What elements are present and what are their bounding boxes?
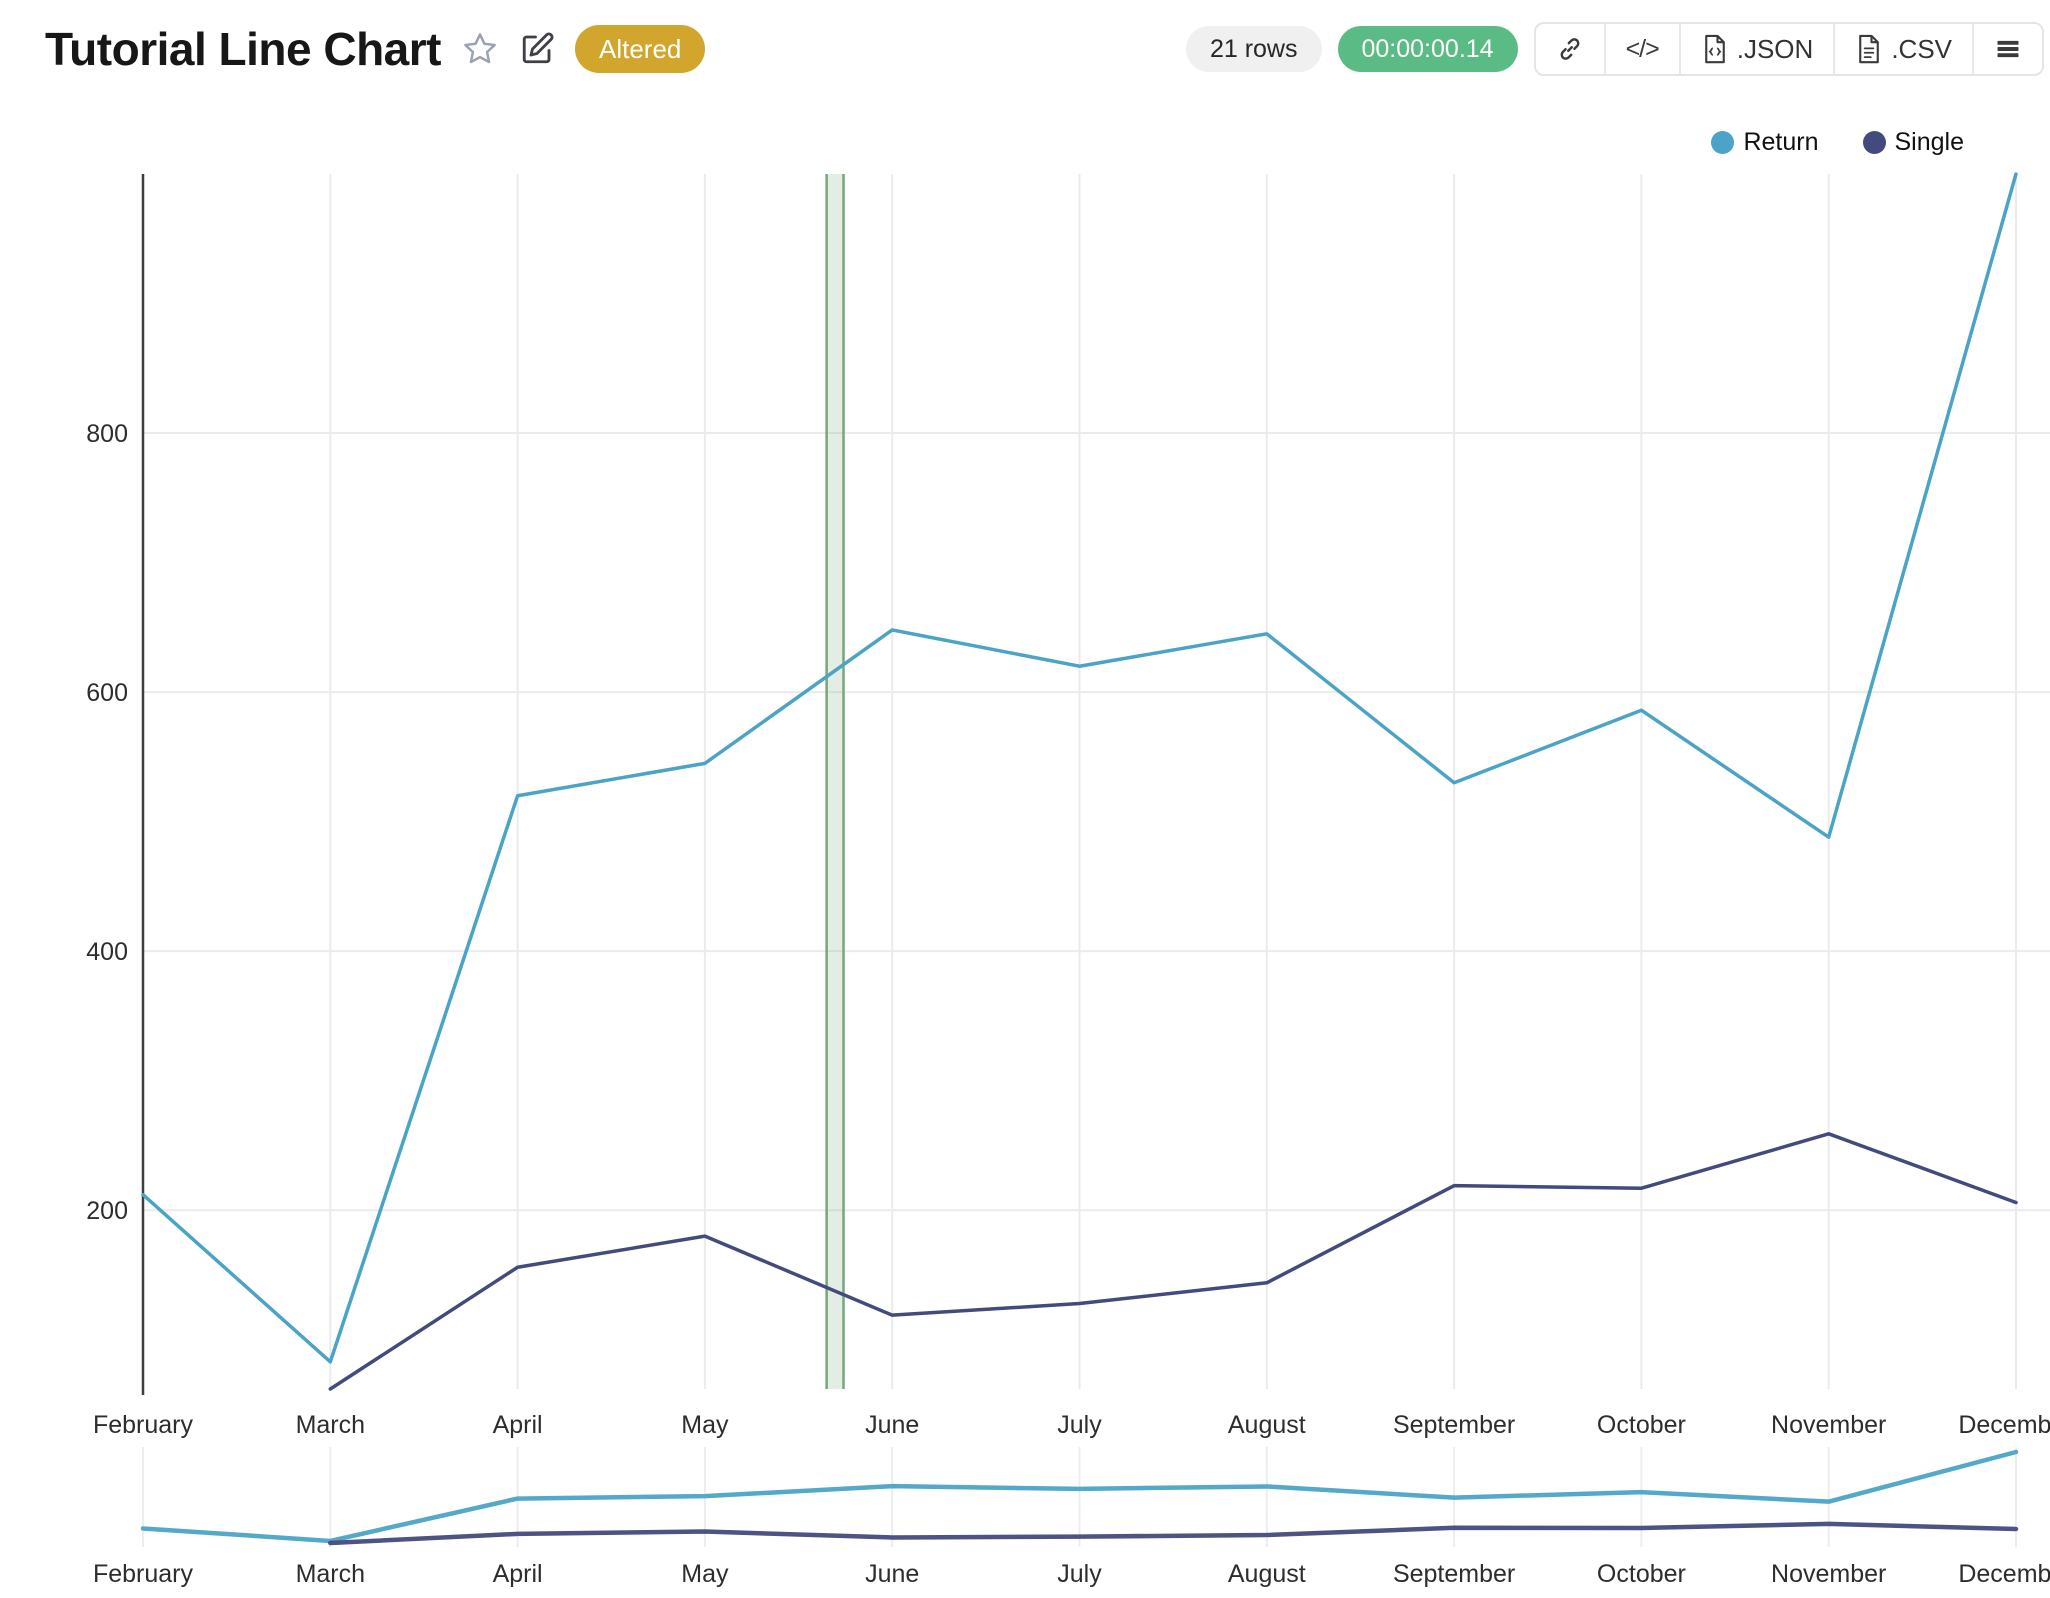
code-icon: </>	[1625, 34, 1660, 63]
mini-x-tick-label: December	[1958, 1560, 2050, 1588]
y-tick-label: 200	[86, 1197, 128, 1225]
hamburger-icon	[1997, 40, 2019, 58]
mini-x-tick-label: June	[865, 1560, 919, 1588]
legend-item-return[interactable]: Return	[1711, 128, 1819, 157]
legend-item-single[interactable]: Single	[1862, 128, 1965, 157]
export-button-group: </> .JSON .CSV	[1533, 22, 2044, 76]
query-time-badge: 00:00:00.14	[1337, 26, 1518, 72]
row-count-badge: 21 rows	[1185, 26, 1322, 72]
menu-button[interactable]	[1974, 24, 2042, 74]
mini-series-return-line	[140, 1449, 2019, 1544]
x-tick-label: December	[1958, 1411, 2050, 1439]
x-tick-label: September	[1393, 1411, 1515, 1439]
header: Tutorial Line Chart Altered	[45, 22, 706, 76]
selection-band[interactable]	[826, 174, 844, 1389]
x-tick-label: May	[681, 1411, 729, 1439]
chart-legend: Return Single	[1711, 128, 1964, 157]
legend-label-return: Return	[1743, 128, 1819, 156]
x-tick-label: October	[1597, 1411, 1686, 1439]
toolbar: 21 rows 00:00:00.14 </> .JSON	[1185, 22, 2044, 76]
json-download-button[interactable]: .JSON	[1680, 24, 1836, 74]
x-tick-label: August	[1228, 1411, 1306, 1439]
edit-icon[interactable]	[519, 31, 555, 67]
mini-x-tick-label: May	[681, 1560, 729, 1588]
y-tick-label: 600	[86, 679, 128, 707]
x-tick-label: April	[493, 1411, 543, 1439]
legend-dot-return	[1711, 131, 1735, 154]
mini-x-tick-label: April	[493, 1560, 543, 1588]
mini-x-tick-label: August	[1228, 1560, 1306, 1588]
mini-x-tick-label: February	[93, 1560, 194, 1588]
json-label: .JSON	[1736, 33, 1814, 64]
x-tick-label: March	[296, 1411, 365, 1439]
x-tick-label: February	[93, 1411, 194, 1439]
series-return-line	[141, 172, 2018, 1364]
y-tick-label: 800	[86, 420, 128, 448]
x-tick-label: June	[865, 1411, 919, 1439]
mini-x-tick-label: September	[1393, 1560, 1515, 1588]
json-file-icon	[1704, 34, 1725, 64]
mini-x-tick-label: July	[1057, 1560, 1102, 1588]
code-button[interactable]: </>	[1605, 24, 1681, 74]
status-badge: Altered	[575, 25, 706, 73]
mini-x-tick-label: November	[1771, 1560, 1886, 1588]
link-button[interactable]	[1535, 24, 1606, 74]
page-title: Tutorial Line Chart	[45, 23, 442, 75]
mini-x-tick-label: October	[1597, 1560, 1686, 1588]
y-tick-label: 400	[86, 938, 128, 966]
x-tick-label: November	[1771, 1411, 1886, 1439]
x-tick-label: July	[1057, 1411, 1102, 1439]
legend-label-single: Single	[1894, 128, 1965, 156]
mini-x-tick-label: March	[296, 1560, 365, 1588]
mini-series-single-line	[328, 1521, 2019, 1546]
csv-file-icon	[1859, 34, 1880, 64]
link-icon	[1560, 38, 1580, 60]
csv-label: .CSV	[1891, 33, 1952, 64]
csv-download-button[interactable]: .CSV	[1835, 24, 1974, 74]
legend-dot-single	[1862, 131, 1886, 154]
series-single-line	[328, 1132, 2018, 1391]
star-icon[interactable]	[461, 30, 499, 68]
